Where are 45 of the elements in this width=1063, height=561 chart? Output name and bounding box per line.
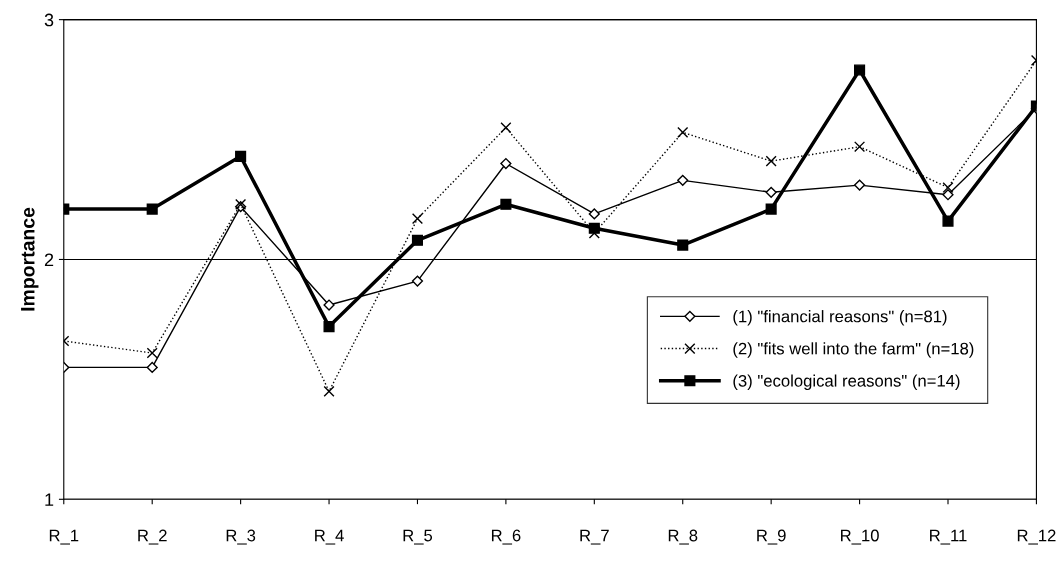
- x-tick-label: R_1: [49, 529, 79, 545]
- point: [500, 157, 512, 170]
- x-tick-label: R_7: [580, 529, 609, 545]
- point: [677, 239, 689, 251]
- point: [500, 122, 512, 134]
- x-tick-label: R_9: [757, 529, 786, 545]
- point: [765, 155, 777, 167]
- x-tick-label: R_5: [403, 529, 433, 545]
- y-tick-label: 3: [44, 13, 54, 27]
- legend-label: (1) "financial reasons" (n=81): [733, 310, 947, 326]
- point: [765, 203, 777, 215]
- point: [854, 141, 866, 153]
- point: [146, 361, 158, 373]
- point: [942, 181, 954, 194]
- point: [411, 213, 424, 225]
- legend-label: (2) "fits well into the farm" (n=18): [733, 342, 974, 358]
- x-tick-label: R_2: [138, 529, 167, 545]
- point: [588, 208, 600, 220]
- point: [588, 222, 600, 234]
- y-tick-label: 1: [45, 493, 54, 506]
- y-axis-title: Importance: [21, 207, 39, 311]
- point: [146, 203, 158, 215]
- point: [942, 189, 954, 201]
- point: [411, 275, 424, 287]
- point: [677, 174, 689, 186]
- point: [854, 64, 866, 76]
- x-tick-label: R_12: [1017, 529, 1056, 545]
- x-tick-label: R_10: [841, 529, 879, 545]
- x-tick-label: R_11: [930, 529, 967, 545]
- point: [235, 150, 247, 162]
- point: [765, 186, 777, 198]
- x-tick-label: R_6: [491, 529, 521, 545]
- point: [323, 385, 335, 397]
- x-tick-label: R_4: [315, 529, 344, 545]
- legend-label: (3) "ecological reasons" (n=14): [733, 374, 960, 391]
- point: [323, 321, 335, 333]
- point: [500, 198, 512, 210]
- point: [146, 347, 158, 359]
- y-tick-label: 2: [44, 253, 54, 266]
- point: [853, 179, 866, 191]
- point: [411, 234, 424, 246]
- x-tick-label: R_3: [226, 529, 256, 545]
- x-tick-label: R_8: [668, 529, 698, 545]
- point: [942, 215, 954, 227]
- point: [677, 126, 689, 138]
